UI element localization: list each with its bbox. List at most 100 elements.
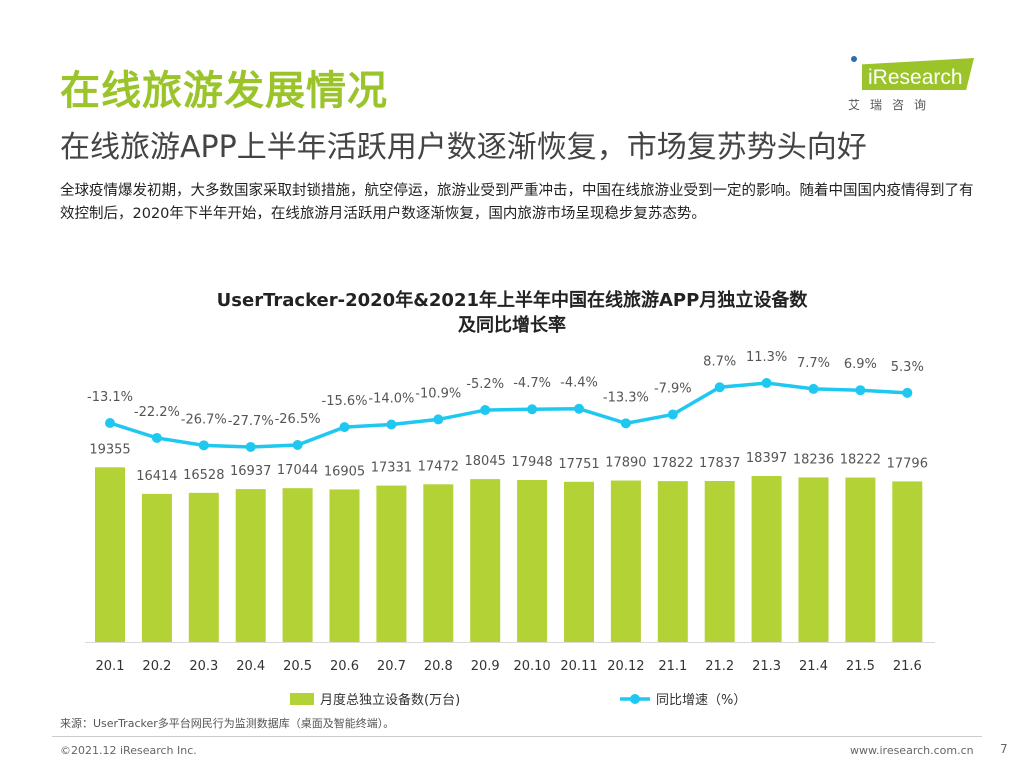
x-tick-label: 20.5 <box>283 659 312 674</box>
x-tick-label: 21.4 <box>799 659 828 674</box>
growth-point <box>480 405 491 416</box>
x-tick-label: 20.3 <box>189 659 218 674</box>
bar-value-label: 17948 <box>511 455 552 470</box>
bar <box>329 489 360 642</box>
growth-value-label: -5.2% <box>466 377 504 392</box>
bar <box>470 479 501 642</box>
bar-value-label: 18222 <box>840 453 881 468</box>
growth-value-label: 11.3% <box>746 350 787 365</box>
growth-value-label: -27.7% <box>228 414 274 429</box>
x-tick-label: 21.2 <box>705 659 734 674</box>
growth-value-label: 5.3% <box>891 360 924 375</box>
footer-divider <box>52 736 982 737</box>
growth-line <box>109 381 908 449</box>
bar <box>564 481 594 642</box>
growth-value-label: -13.1% <box>87 390 133 405</box>
growth-point <box>386 419 397 430</box>
bar-value-label: 16905 <box>324 464 365 479</box>
growth-point <box>761 378 772 388</box>
growth-point <box>433 414 444 425</box>
bar <box>704 481 735 642</box>
growth-point <box>855 385 866 396</box>
bar-value-label: 17837 <box>699 456 740 471</box>
growth-value-label: -15.6% <box>322 394 368 409</box>
bar <box>188 492 219 642</box>
growth-point <box>245 441 256 452</box>
x-tick-label: 21.3 <box>752 659 781 674</box>
growth-value-label: -13.3% <box>603 390 649 405</box>
growth-value-label: -26.5% <box>275 412 321 427</box>
bar <box>423 484 454 642</box>
growth-value-label: -22.2% <box>134 405 180 420</box>
bar-value-label: 16937 <box>230 464 271 479</box>
bar-value-label: 17331 <box>371 461 412 476</box>
x-tick-label: 20.9 <box>471 659 500 674</box>
x-tick-label: 20.2 <box>142 659 171 674</box>
growth-point <box>620 418 631 429</box>
growth-value-label: -4.4% <box>560 376 598 391</box>
x-tick-label: 20.12 <box>607 659 644 674</box>
bar-value-label: 16528 <box>183 468 224 483</box>
copyright: ©2021.12 iResearch Inc. <box>60 744 197 757</box>
page-number: 7 <box>1000 742 1008 756</box>
bar <box>751 475 782 642</box>
x-tick-label: 20.6 <box>330 659 359 674</box>
bar <box>517 480 548 642</box>
x-tick-label: 21.1 <box>658 659 687 674</box>
x-tick-label: 20.4 <box>236 659 265 674</box>
chart-title: UserTracker-2020年&2021年上半年中国在线旅游APP月独立设备… <box>216 290 808 336</box>
bar-value-label: 17890 <box>605 456 646 471</box>
growth-value-label: -14.0% <box>368 391 414 406</box>
legend-line-marker <box>630 694 640 704</box>
x-tick-label: 20.10 <box>513 659 550 674</box>
growth-value-label: 6.9% <box>844 357 877 372</box>
x-tick-label: 20.1 <box>96 659 125 674</box>
growth-point <box>198 440 209 451</box>
bar-value-label: 18397 <box>746 451 787 466</box>
growth-value-label: -4.7% <box>513 376 551 391</box>
growth-value-label: 8.7% <box>703 354 736 369</box>
website: www.iresearch.com.cn <box>850 744 974 757</box>
growth-value-label: -10.9% <box>415 386 461 401</box>
page-subtitle: 在线旅游APP上半年活跃用户数逐渐恢复，市场复苏势头向好 <box>60 130 867 165</box>
bar-value-label: 16414 <box>136 469 177 484</box>
bar-value-label: 17751 <box>558 457 599 472</box>
bar <box>892 481 923 642</box>
x-tick-label: 20.8 <box>424 659 453 674</box>
legend-bar-swatch <box>290 693 314 705</box>
bar-value-label: 17796 <box>887 456 928 471</box>
legend-bar-label: 月度总独立设备数(万台) <box>320 692 460 708</box>
growth-point <box>151 432 162 443</box>
iresearch-logo: iResearch 艾瑞咨询 <box>848 52 978 116</box>
bar-value-label: 18045 <box>465 454 506 469</box>
bar <box>141 493 172 642</box>
growth-point <box>574 403 584 414</box>
description: 全球疫情爆发初期，大多数国家采取封锁措施，航空停运，旅游业受到严重冲击，中国在线… <box>60 183 974 222</box>
bar <box>376 485 407 642</box>
bar <box>610 480 641 642</box>
growth-point <box>105 418 115 429</box>
legend-line-label: 同比增速（%） <box>656 693 746 708</box>
bar-value-label: 17472 <box>418 459 459 474</box>
growth-value-label: -26.7% <box>181 412 227 427</box>
bar <box>282 488 313 642</box>
x-tick-label: 20.7 <box>377 659 406 674</box>
growth-point <box>667 409 678 420</box>
bar-value-label: 19355 <box>89 442 130 457</box>
growth-point <box>527 404 538 415</box>
growth-point <box>714 382 725 393</box>
bar <box>235 489 266 642</box>
bar <box>798 477 829 642</box>
growth-point <box>902 387 913 398</box>
bar-value-label: 17044 <box>277 463 318 478</box>
growth-value-label: 7.7% <box>797 356 830 371</box>
growth-point <box>339 422 350 433</box>
bar <box>95 467 125 642</box>
growth-value-label: -7.9% <box>654 381 692 396</box>
page-title: 在线旅游发展情况 <box>60 68 388 114</box>
bar <box>845 477 876 642</box>
bar <box>657 481 688 642</box>
growth-point <box>292 439 303 450</box>
x-tick-label: 21.6 <box>893 659 922 674</box>
